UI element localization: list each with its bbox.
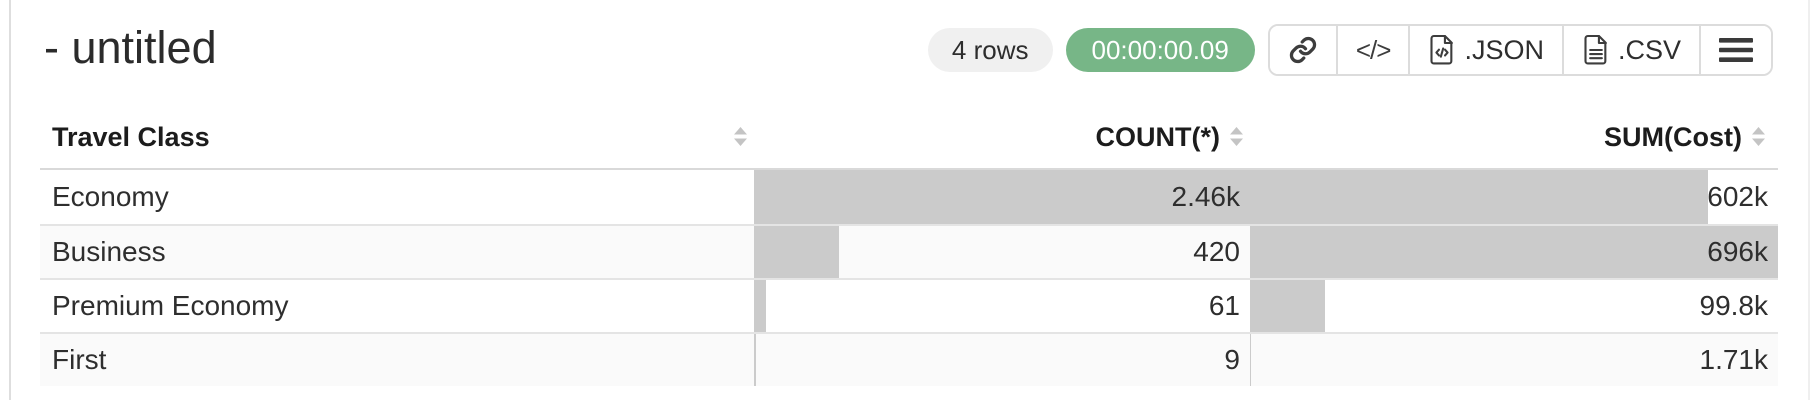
count-data-bar xyxy=(754,226,839,278)
column-label: COUNT(*) xyxy=(1095,121,1220,152)
results-menu-button[interactable] xyxy=(1699,26,1771,74)
pane-divider-right xyxy=(1808,0,1810,400)
count-cell: 420 xyxy=(754,226,1250,278)
sort-icon[interactable] xyxy=(1751,127,1766,147)
table-row: Business 420 696k xyxy=(40,224,1778,278)
table-row: Economy 2.46k 602k xyxy=(40,170,1778,224)
count-data-bar xyxy=(754,170,1250,224)
travel-class-cell: Premium Economy xyxy=(52,290,289,321)
sum-data-bar xyxy=(1250,334,1252,386)
travel-class-cell: Economy xyxy=(52,181,169,212)
count-cell: 2.46k xyxy=(754,170,1250,224)
code-icon: </> xyxy=(1355,34,1392,65)
sum-data-bar xyxy=(1250,280,1325,332)
sum-data-bar xyxy=(1250,226,1778,278)
row-count-badge: 4 rows xyxy=(927,28,1053,72)
query-title[interactable]: - untitled xyxy=(44,22,217,73)
sort-icon[interactable] xyxy=(1229,127,1244,147)
show-code-button[interactable]: </> xyxy=(1335,26,1409,74)
hamburger-menu-icon xyxy=(1719,37,1753,63)
export-button-group: </> .JSON xyxy=(1267,24,1773,76)
sum-cell: 696k xyxy=(1250,226,1778,278)
table-row: First 9 1.71k xyxy=(40,332,1778,386)
column-label: SUM(Cost) xyxy=(1604,121,1742,152)
export-csv-label: .CSV xyxy=(1617,34,1681,65)
export-csv-button[interactable]: .CSV xyxy=(1561,26,1699,74)
count-value: 61 xyxy=(1208,290,1240,321)
sum-value: 602k xyxy=(1707,181,1768,212)
results-table: Travel Class COUNT(*) SUM(Cost) xyxy=(40,106,1778,386)
column-header-sum-cost[interactable]: SUM(Cost) xyxy=(1250,106,1778,168)
pane-resizer-left[interactable] xyxy=(9,0,11,400)
sort-icon[interactable] xyxy=(733,127,748,147)
count-data-bar xyxy=(754,334,756,386)
table-row: Premium Economy 61 99.8k xyxy=(40,278,1778,332)
sum-value: 696k xyxy=(1707,236,1768,267)
results-controls: 4 rows 00:00:00.09 </> xyxy=(927,24,1773,76)
sum-cell: 99.8k xyxy=(1250,280,1778,332)
sum-value: 1.71k xyxy=(1699,344,1769,375)
sum-data-bar xyxy=(1250,170,1708,224)
table-header-row: Travel Class COUNT(*) SUM(Cost) xyxy=(40,106,1778,170)
column-header-travel-class[interactable]: Travel Class xyxy=(40,106,754,168)
count-data-bar xyxy=(754,280,767,332)
count-value: 420 xyxy=(1193,236,1240,267)
link-icon xyxy=(1288,35,1318,65)
export-json-button[interactable]: .JSON xyxy=(1408,26,1562,74)
column-header-count[interactable]: COUNT(*) xyxy=(754,106,1250,168)
file-code-icon xyxy=(1428,34,1456,66)
travel-class-cell: Business xyxy=(52,236,166,267)
count-value: 9 xyxy=(1224,344,1240,375)
export-json-label: .JSON xyxy=(1464,34,1544,65)
results-topbar: - untitled 4 rows 00:00:00.09 </> xyxy=(0,0,1816,106)
file-lines-icon xyxy=(1582,34,1610,66)
share-link-button[interactable] xyxy=(1269,26,1336,74)
count-value: 2.46k xyxy=(1171,181,1241,212)
sum-cell: 602k xyxy=(1250,170,1778,224)
column-label: Travel Class xyxy=(52,121,210,152)
sum-value: 99.8k xyxy=(1699,290,1769,321)
travel-class-cell: First xyxy=(52,344,107,375)
sum-cell: 1.71k xyxy=(1250,334,1778,386)
count-cell: 61 xyxy=(754,280,1250,332)
count-cell: 9 xyxy=(754,334,1250,386)
query-timer-badge: 00:00:00.09 xyxy=(1065,28,1255,72)
